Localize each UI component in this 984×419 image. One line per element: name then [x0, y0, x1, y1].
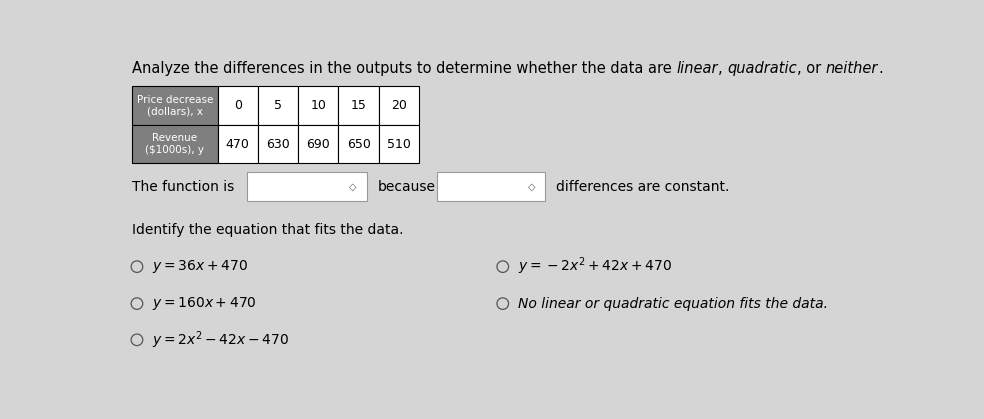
FancyBboxPatch shape	[132, 86, 217, 125]
Text: Analyze the differences in the outputs to determine whether the data are: Analyze the differences in the outputs t…	[132, 61, 677, 76]
Text: Identify the equation that fits the data.: Identify the equation that fits the data…	[132, 223, 403, 238]
Text: differences are constant.: differences are constant.	[556, 180, 729, 194]
Text: The function is: The function is	[132, 180, 234, 194]
FancyBboxPatch shape	[338, 86, 379, 125]
FancyBboxPatch shape	[338, 125, 379, 163]
FancyBboxPatch shape	[298, 125, 338, 163]
Text: 10: 10	[310, 99, 327, 112]
Text: ◇: ◇	[349, 181, 357, 191]
FancyBboxPatch shape	[298, 86, 338, 125]
Text: Price decrease
(dollars), x: Price decrease (dollars), x	[137, 95, 214, 117]
Text: $y = 2x^2 - 42x - 470$: $y = 2x^2 - 42x - 470$	[153, 329, 289, 351]
Text: No linear or quadratic equation fits the data.: No linear or quadratic equation fits the…	[519, 297, 829, 310]
Text: 15: 15	[350, 99, 366, 112]
Text: quadratic: quadratic	[727, 61, 797, 76]
Text: $y = 36x + 470$: $y = 36x + 470$	[153, 258, 248, 275]
FancyBboxPatch shape	[379, 86, 419, 125]
FancyBboxPatch shape	[217, 125, 258, 163]
Text: $y = 160x + 470$: $y = 160x + 470$	[153, 295, 257, 312]
Text: because: because	[378, 180, 436, 194]
FancyBboxPatch shape	[437, 172, 545, 201]
Text: 690: 690	[306, 138, 331, 151]
Text: 0: 0	[234, 99, 242, 112]
Text: 650: 650	[346, 138, 371, 151]
FancyBboxPatch shape	[258, 125, 298, 163]
Text: .: .	[879, 61, 883, 76]
Text: neither: neither	[826, 61, 879, 76]
FancyBboxPatch shape	[247, 172, 367, 201]
FancyBboxPatch shape	[132, 125, 217, 163]
Text: 20: 20	[391, 99, 406, 112]
Text: linear: linear	[677, 61, 718, 76]
Text: ,: ,	[718, 61, 727, 76]
FancyBboxPatch shape	[379, 125, 419, 163]
Text: Revenue
($1000s), y: Revenue ($1000s), y	[146, 133, 205, 155]
FancyBboxPatch shape	[217, 86, 258, 125]
Text: 5: 5	[274, 99, 282, 112]
Text: , or: , or	[797, 61, 826, 76]
Text: $y = -2x^2 + 42x + 470$: $y = -2x^2 + 42x + 470$	[519, 256, 672, 277]
Text: 630: 630	[266, 138, 290, 151]
Text: 510: 510	[387, 138, 411, 151]
Text: 470: 470	[225, 138, 250, 151]
Text: ◇: ◇	[527, 181, 535, 191]
FancyBboxPatch shape	[258, 86, 298, 125]
